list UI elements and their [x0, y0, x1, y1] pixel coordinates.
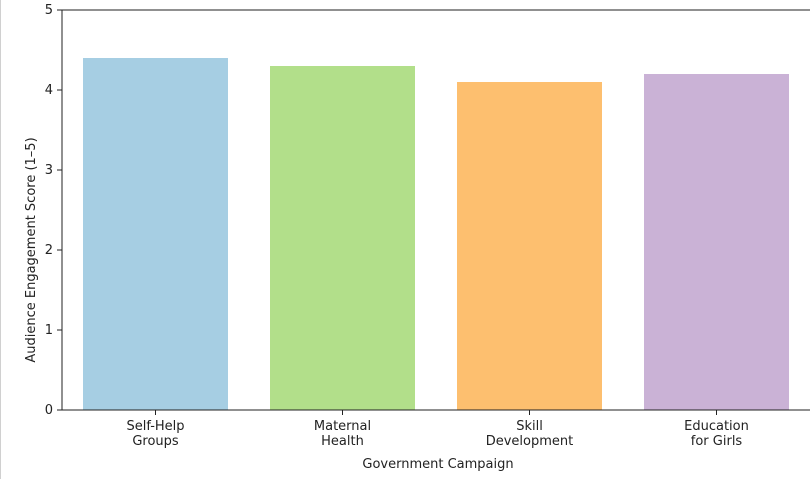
x-tick-label: Skill — [516, 419, 543, 434]
bar — [83, 58, 228, 410]
x-axis-label: Government Campaign — [362, 457, 513, 472]
x-tick-label: Development — [486, 434, 574, 449]
bar — [457, 82, 602, 410]
y-tick-label: 1 — [45, 323, 53, 338]
y-tick-label: 3 — [45, 163, 53, 178]
y-tick-label: 2 — [45, 243, 53, 258]
x-tick-label: Maternal — [314, 419, 371, 434]
y-tick-label: 5 — [45, 3, 53, 18]
x-tick-label: Health — [321, 434, 364, 449]
x-tick-label: Education — [684, 419, 749, 434]
x-tick-label: for Girls — [691, 434, 743, 449]
y-tick-label: 0 — [45, 403, 53, 418]
y-tick-label: 4 — [45, 83, 53, 98]
x-tick-label: Groups — [132, 434, 179, 449]
bar — [644, 74, 789, 410]
y-axis-label: Audience Engagement Score (1–5) — [24, 137, 39, 362]
x-tick-label: Self-Help — [126, 419, 184, 434]
bar — [270, 66, 415, 410]
